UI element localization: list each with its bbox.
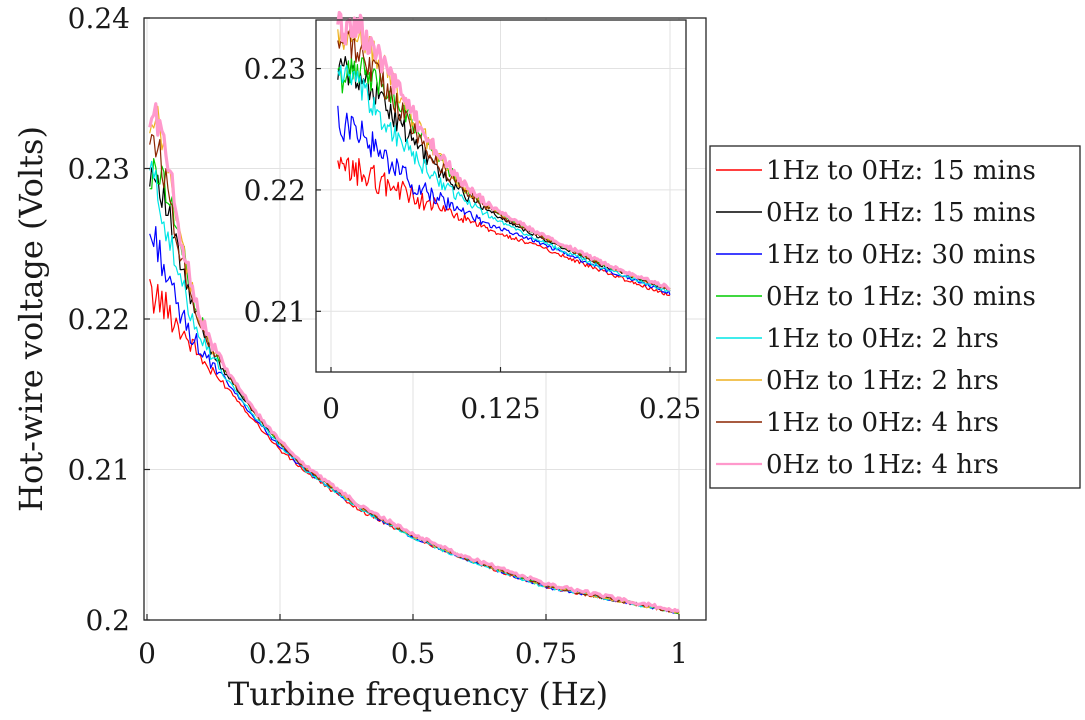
legend-label: 1Hz to 0Hz: 4 hrs (766, 408, 999, 438)
main-x-tick-label: 1 (670, 637, 688, 670)
main-series-line (148, 102, 680, 613)
legend-items: 1Hz to 0Hz: 15 mins 0Hz to 1Hz: 15 mins 1H… (716, 156, 1036, 480)
legend-label: 1Hz to 0Hz: 30 mins (766, 240, 1036, 270)
inset-grid (316, 20, 686, 372)
inset-series-line (337, 156, 671, 296)
main-x-tick-label: 0 (138, 637, 156, 670)
main-y-tick-label: 0.22 (68, 303, 130, 336)
inset-y-tick-label: 0.23 (244, 53, 306, 86)
legend-box (709, 145, 1081, 489)
main-y-tick-label: 0.21 (68, 454, 130, 487)
legend-label: 0Hz to 1Hz: 30 mins (766, 282, 1036, 312)
main-x-tick-label: 0.75 (515, 637, 577, 670)
inset-series-line (336, 10, 671, 291)
inset-y-tick-label: 0.22 (244, 174, 306, 207)
main-series (148, 102, 680, 615)
main-y-tick-label: 0.23 (68, 153, 130, 186)
x-axis-label: Turbine frequency (Hz) (228, 675, 608, 713)
main-x-tick-label: 0.5 (391, 637, 436, 670)
legend-label: 1Hz to 0Hz: 15 mins (766, 156, 1036, 186)
main-y-tick-label: 0.2 (85, 604, 130, 637)
main-y-tick-label: 0.24 (68, 2, 130, 35)
inset-series-line (337, 105, 671, 295)
legend-label: 0Hz to 1Hz: 15 mins (766, 198, 1036, 228)
inset-x-tick-label: 0 (322, 392, 340, 425)
legend-label: 0Hz to 1Hz: 2 hrs (766, 366, 999, 396)
legend: 1Hz to 0Hz: 15 mins 0Hz to 1Hz: 15 mins 1H… (709, 145, 1081, 489)
inset-y-tick-label: 0.21 (244, 295, 306, 328)
inset-xticks: 0 0.125 0.25 (322, 367, 701, 425)
inset-yticks: 0.21 0.22 0.23 (244, 53, 321, 328)
legend-label: 0Hz to 1Hz: 4 hrs (766, 450, 999, 480)
y-axis-label: Hot-wire voltage (Volts) (12, 126, 50, 512)
inset-x-tick-label: 0.125 (460, 392, 540, 425)
inset-x-tick-label: 0.25 (639, 392, 701, 425)
inset-series (336, 10, 671, 296)
main-xticks: 0 0.25 0.5 0.75 1 (138, 614, 688, 670)
main-x-tick-label: 0.25 (249, 637, 311, 670)
inset-plot: 0 0.125 0.25 0.21 0.22 0.23 (244, 10, 701, 425)
inset-series-line (337, 64, 671, 293)
legend-label: 1Hz to 0Hz: 2 hrs (766, 324, 999, 354)
main-yticks: 0.2 0.21 0.22 0.23 0.24 (68, 2, 150, 637)
